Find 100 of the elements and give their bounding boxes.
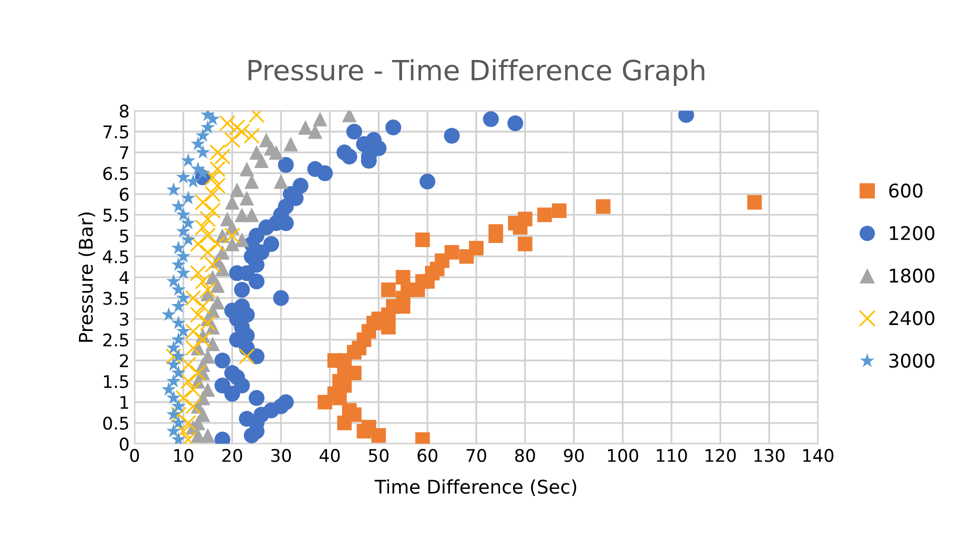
point <box>166 390 181 404</box>
point <box>200 282 216 298</box>
point <box>224 132 240 148</box>
point <box>181 216 196 230</box>
point <box>240 190 254 206</box>
x-tick-label: 20 <box>222 448 242 462</box>
point <box>224 228 240 244</box>
point <box>244 174 259 189</box>
point <box>171 257 186 271</box>
point <box>234 232 250 248</box>
y-tick-label: 4.5 <box>102 250 128 264</box>
point <box>274 174 288 189</box>
x-tick-label: 140 <box>803 448 834 462</box>
point <box>224 236 240 252</box>
point <box>518 212 532 226</box>
point <box>171 240 186 254</box>
point <box>190 306 206 323</box>
point <box>219 115 236 132</box>
point <box>396 270 410 285</box>
y-tick-label: 7 <box>120 146 128 160</box>
point <box>214 148 231 165</box>
point <box>190 136 206 150</box>
y-tick-label: 6 <box>120 188 129 201</box>
legend-label: 1800 <box>890 268 934 283</box>
point <box>200 244 216 260</box>
point <box>298 120 313 135</box>
point <box>381 282 396 298</box>
point <box>186 174 200 188</box>
point <box>181 153 196 167</box>
x-tick-label: 50 <box>368 448 389 462</box>
point <box>194 219 212 236</box>
x-tick-label: 100 <box>608 448 638 462</box>
x-tick-label: 110 <box>656 448 687 462</box>
point <box>185 382 202 398</box>
legend-label: 3000 <box>889 354 934 368</box>
point <box>230 182 244 198</box>
point <box>176 170 191 184</box>
point <box>224 195 240 210</box>
point <box>518 236 532 252</box>
point <box>537 208 552 222</box>
point <box>244 128 260 144</box>
legend-label: 2400 <box>889 311 934 326</box>
point <box>240 162 254 176</box>
y-tick-label: 7.5 <box>104 126 128 138</box>
point <box>200 120 216 134</box>
point <box>552 203 567 218</box>
point <box>166 357 181 371</box>
x-tick-label: 0 <box>130 448 139 462</box>
point <box>415 232 430 248</box>
y-tick-label: 1 <box>120 396 128 409</box>
point <box>468 240 484 256</box>
y-tick-label: 1.5 <box>104 375 128 388</box>
point <box>200 314 216 332</box>
point <box>196 128 210 142</box>
y-tick-label: 0.5 <box>103 416 128 430</box>
point <box>488 224 504 239</box>
point <box>244 208 259 222</box>
point <box>194 332 212 348</box>
x-tick-label: 60 <box>418 448 438 462</box>
legend-label: 600 <box>889 183 922 198</box>
point <box>268 145 284 160</box>
point <box>362 420 376 434</box>
point <box>171 415 186 430</box>
point <box>176 207 191 222</box>
y-tick-label: 6.5 <box>103 166 128 180</box>
point <box>176 324 191 338</box>
y-tick-label: 3.5 <box>103 292 128 305</box>
x-tick-label: 120 <box>706 448 736 462</box>
y-tick-label: 4 <box>119 271 129 284</box>
point <box>204 202 221 219</box>
point <box>185 323 202 340</box>
point <box>200 228 216 244</box>
point <box>204 186 221 202</box>
point <box>308 124 322 139</box>
point <box>181 232 196 246</box>
point <box>176 266 191 280</box>
x-tick-label: 70 <box>466 448 486 462</box>
point <box>205 336 220 352</box>
point <box>165 348 182 364</box>
point <box>190 264 206 282</box>
point <box>171 398 186 412</box>
point <box>185 340 202 356</box>
point <box>180 414 196 432</box>
point <box>166 374 181 388</box>
point <box>176 290 191 304</box>
point <box>166 182 181 196</box>
point <box>209 144 226 161</box>
legend-label: 1200 <box>890 226 934 240</box>
point <box>190 364 206 382</box>
point <box>204 256 221 273</box>
x-tick-label: 80 <box>515 448 535 462</box>
point <box>444 245 460 260</box>
point <box>175 390 192 406</box>
point <box>161 307 176 321</box>
y-tick-label: 2 <box>120 354 128 368</box>
y-axis-title: Pressure (Bar) <box>78 212 96 342</box>
point <box>185 290 202 306</box>
point <box>166 424 181 438</box>
point <box>171 348 186 363</box>
point <box>171 365 186 380</box>
